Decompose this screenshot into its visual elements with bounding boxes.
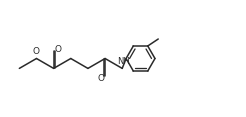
Text: O: O	[54, 45, 61, 54]
Text: O: O	[97, 74, 104, 83]
Text: O: O	[32, 48, 40, 57]
Text: NH: NH	[117, 57, 130, 66]
